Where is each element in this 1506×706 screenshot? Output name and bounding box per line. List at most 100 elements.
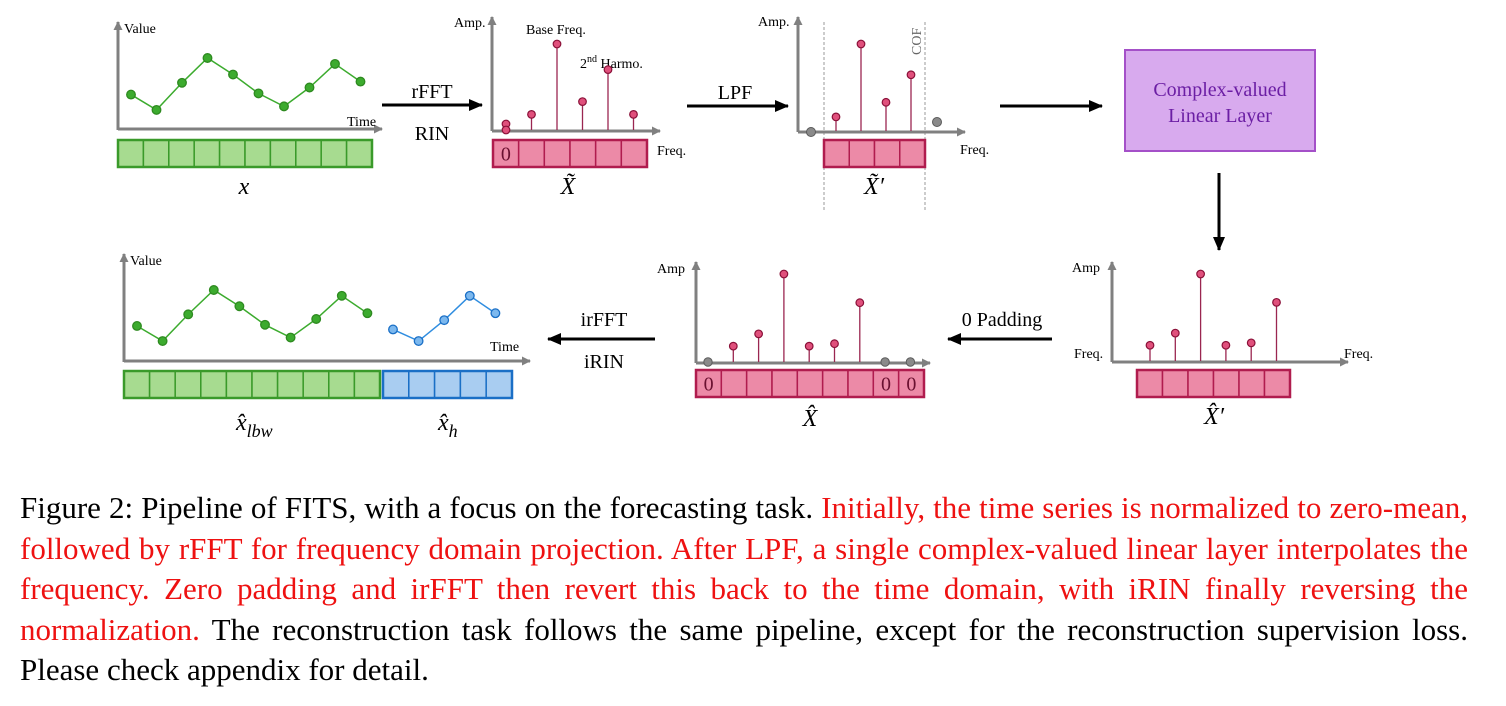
lpf-x-axis-label: Freq.: [960, 143, 989, 158]
spectrum-buffer-cell: [620, 139, 648, 168]
padded-buffer-cell-label: 0: [704, 374, 714, 396]
spectrum-buffer-cell: [569, 139, 597, 168]
lookback-buffer-cell: [148, 370, 176, 399]
zero-frequency-marker: [880, 357, 890, 367]
interp-buffer-cell: [1263, 369, 1291, 398]
horizon-series-point: [490, 308, 501, 319]
input-buffer-cell: [117, 139, 145, 168]
rfft-label: rFFT: [411, 81, 452, 103]
lookback-series-point: [311, 314, 322, 324]
interp-spectrum-plot: Amp Freq. Freq. X̂′: [1072, 261, 1373, 430]
lookback-buffer-cell: [225, 370, 253, 399]
input-buffer-cell: [295, 139, 322, 168]
interp-buffer: [1135, 368, 1292, 399]
spectrum-plot: Amp. Freq. Base Freq. 2nd Harmo. 0 X̃: [454, 16, 686, 200]
input-series-point: [202, 53, 213, 63]
input-x-axis-label: Time: [347, 115, 376, 130]
frequency-marker: [552, 39, 562, 49]
spectrum-y-axis-label: Amp.: [454, 16, 486, 31]
caption-prefix: Figure 2: Pipeline of FITS, with a focus…: [20, 490, 822, 525]
lookback-series-point: [362, 308, 373, 319]
figure-caption: Figure 2: Pipeline of FITS, with a focus…: [20, 488, 1468, 691]
horizon-series-point: [439, 315, 450, 326]
input-buffer-cell: [345, 139, 373, 168]
lookback-series-line: [136, 289, 368, 342]
irfft-label: irFFT: [581, 309, 628, 331]
dc-frequency-marker: [501, 125, 511, 135]
interp-stems: [1145, 269, 1281, 361]
input-buffer-cell: [320, 139, 348, 168]
zero-frequency-marker: [703, 357, 713, 367]
horizon-series-point: [413, 336, 424, 346]
interp-symbol: X̂′: [1203, 403, 1225, 430]
interp-x-axis-label: Freq.: [1344, 347, 1373, 362]
frequency-marker: [831, 112, 841, 122]
output-y-axis-label: Value: [130, 254, 162, 269]
padded-buffer-cell: [745, 369, 773, 398]
padded-buffer-outline: [694, 368, 926, 399]
lookback-series-point: [183, 309, 194, 320]
caption-highlight: Initially, the time series is normalized…: [20, 490, 1468, 647]
spectrum-buffer-cell: [543, 139, 571, 168]
lpf-buffer-outline: [822, 138, 927, 169]
frequency-marker: [906, 70, 916, 80]
horizon-buffer-cell: [485, 370, 513, 399]
input-buffer-cell: [168, 139, 195, 168]
frequency-marker: [578, 97, 587, 106]
frequency-marker: [1145, 340, 1155, 350]
linear-layer-rect: [1124, 49, 1316, 152]
cof-label: COF: [910, 28, 925, 55]
spectrum-symbol: X̃: [560, 173, 577, 200]
lookback-series-point: [157, 336, 168, 346]
spectrum-stems: [501, 39, 638, 135]
lookback-buffer-cell: [328, 370, 356, 399]
zero-frequency-marker: [905, 357, 916, 367]
lpf-arrow: LPF: [687, 82, 789, 112]
lpf-buffer: [822, 138, 927, 169]
input-series-point: [177, 77, 187, 88]
frequency-marker: [603, 65, 613, 74]
input-series-point: [253, 88, 264, 99]
input-buffer-cell: [218, 139, 246, 168]
frequency-marker: [527, 109, 536, 119]
input-series-point: [279, 101, 289, 112]
lpf-symbol: X̃′: [863, 173, 885, 200]
spectrum-buffer-cell-label: 0: [501, 144, 511, 166]
caption-suffix: The reconstruction task follows the same…: [20, 611, 1468, 688]
input-series-point: [355, 76, 366, 87]
interp-y-axis-label: Amp: [1072, 261, 1100, 276]
output-series-points: [132, 285, 501, 346]
input-series-line: [130, 57, 361, 111]
input-symbol: x: [238, 174, 250, 200]
input-buffer-cell: [269, 139, 297, 168]
base-freq-annotation: Base Freq.: [526, 23, 586, 38]
frequency-marker: [779, 269, 789, 279]
lpf-stems: [831, 39, 916, 131]
spectrum-buffer-cell: [517, 139, 546, 168]
lpf-buffer-cell: [899, 139, 926, 168]
input-series-point: [330, 58, 340, 69]
interp-buffer-cell: [1238, 369, 1266, 398]
lookback-series-point: [285, 332, 296, 343]
frequency-marker: [830, 339, 839, 349]
frequency-marker: [629, 109, 638, 119]
horizon-series-point: [464, 290, 475, 301]
lookback-buffer-cell: [123, 370, 151, 399]
horizon-buffer-cell: [408, 370, 436, 399]
lookback-buffer-cell: [276, 370, 304, 399]
lookback-series-point: [132, 321, 142, 331]
interp-buffer-outline: [1135, 368, 1292, 399]
lookback-buffer-outline: [122, 369, 382, 400]
linear-layer-box: Complex-valued Linear Layer: [1124, 49, 1316, 152]
frequency-marker: [855, 298, 865, 308]
lookback-buffer-cell: [251, 370, 279, 399]
output-buffer: [122, 369, 514, 400]
spectrum-x-axis-label: Freq.: [657, 144, 686, 159]
padded-buffer-cell: [720, 369, 748, 398]
lookback-series-point: [208, 285, 219, 295]
input-series-point: [228, 69, 238, 80]
padded-symbol: X̂: [802, 405, 819, 432]
frequency-marker: [881, 97, 891, 107]
